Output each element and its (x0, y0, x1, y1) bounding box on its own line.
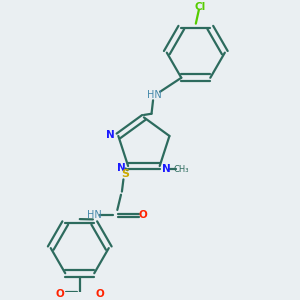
Text: HN: HN (147, 90, 162, 100)
Text: O: O (55, 289, 64, 299)
Text: N: N (117, 163, 126, 173)
Text: CH₃: CH₃ (174, 165, 189, 174)
Text: N: N (162, 164, 171, 174)
Text: S: S (121, 169, 129, 179)
Text: N: N (106, 130, 115, 140)
Text: O: O (95, 289, 104, 299)
Text: HN: HN (87, 209, 102, 220)
Text: Cl: Cl (195, 2, 206, 12)
Text: O: O (139, 209, 148, 220)
